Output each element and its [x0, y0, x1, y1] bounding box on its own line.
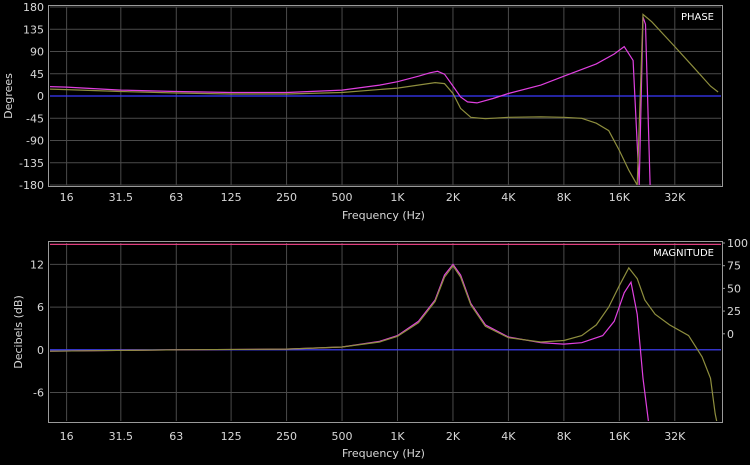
phase-x-tick-label: 2K — [446, 191, 461, 204]
phase-y-tick-label: -45 — [26, 112, 44, 125]
magnitude-x-tick-label: 8K — [557, 430, 572, 443]
phase-series-line-3 — [50, 13, 719, 185]
magnitude-y-tick-label: 6 — [37, 301, 44, 314]
phase-y-tick-label: -180 — [19, 179, 44, 192]
phase-x-tick-label: 63 — [169, 191, 183, 204]
magnitude-y-axis-label: Decibels (dB) — [12, 295, 25, 369]
magnitude-y-tick-label: 12 — [30, 258, 44, 271]
phase-y-tick-label: -135 — [19, 157, 44, 170]
magnitude-title: MAGNITUDE — [653, 248, 714, 259]
magnitude-y2-tick-label: 0 — [727, 328, 734, 341]
phase-series-line-2 — [50, 16, 651, 185]
magnitude-y2-tick-label: 50 — [727, 282, 741, 295]
phase-y-tick-label: 90 — [30, 46, 44, 59]
magnitude-y2-tick-label: 100 — [727, 237, 748, 250]
phase-x-tick-label: 32K — [664, 191, 686, 204]
phase-x-tick-label: 16K — [609, 191, 631, 204]
phase-y-tick-label: 135 — [23, 23, 44, 36]
magnitude-x-tick-label: 4K — [501, 430, 516, 443]
phase-plot-frame — [48, 5, 723, 187]
phase-y-tick-label: -90 — [26, 135, 44, 148]
phase-y-tick-label: 0 — [37, 90, 44, 103]
phase-x-tick-label: 500 — [332, 191, 353, 204]
magnitude-series-line-4 — [50, 264, 718, 421]
magnitude-y2-tick-label: 25 — [727, 305, 741, 318]
magnitude-x-tick-label: 16K — [609, 430, 631, 443]
magnitude-x-tick-label: 63 — [169, 430, 183, 443]
magnitude-x-tick-label: 1K — [390, 430, 405, 443]
magnitude-series — [50, 243, 721, 421]
magnitude-x-tick-label: 500 — [332, 430, 353, 443]
phase-x-tick-label: 8K — [557, 191, 572, 204]
magnitude-series-line-3 — [50, 263, 650, 421]
magnitude-x-axis-label: Frequency (Hz) — [342, 447, 425, 460]
phase-x-tick-label: 1K — [390, 191, 405, 204]
magnitude-x-tick-label: 250 — [276, 430, 297, 443]
magnitude-x-tick-label: 125 — [221, 430, 242, 443]
magnitude-grid — [50, 243, 721, 421]
phase-x-axis-label: Frequency (Hz) — [342, 209, 425, 222]
phase-y-tick-label: 45 — [30, 68, 44, 81]
phase-x-tick-label: 16 — [60, 191, 74, 204]
phase-x-tick-label: 250 — [276, 191, 297, 204]
phase-x-tick-label: 4K — [501, 191, 516, 204]
magnitude-y2-tick-label: 75 — [727, 260, 741, 273]
phase-y-tick-label: 180 — [23, 1, 44, 14]
phase-title: PHASE — [681, 12, 714, 23]
magnitude-plot-frame — [48, 241, 723, 423]
magnitude-x-tick-label: 16 — [60, 430, 74, 443]
phase-y-axis-label: Degrees — [2, 73, 15, 119]
magnitude-x-tick-label: 2K — [446, 430, 461, 443]
phase-x-tick-label: 31.5 — [109, 191, 134, 204]
magnitude-y-tick-label: 0 — [37, 344, 44, 357]
magnitude-x-tick-label: 32K — [664, 430, 686, 443]
magnitude-x-tick-label: 31.5 — [109, 430, 134, 443]
magnitude-y-tick-label: -6 — [33, 387, 44, 400]
phase-x-tick-label: 125 — [221, 191, 242, 204]
phase-series — [50, 13, 721, 185]
